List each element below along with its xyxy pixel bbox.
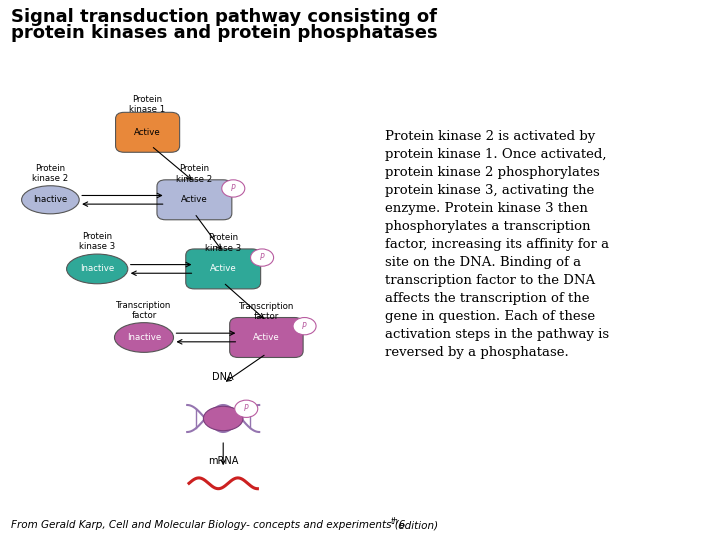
Text: Active: Active — [134, 128, 161, 137]
Text: Transcription
factor: Transcription factor — [239, 302, 294, 321]
Text: Protein kinase 2 is activated by
protein kinase 1. Once activated,
protein kinas: Protein kinase 2 is activated by protein… — [385, 130, 609, 359]
Text: mRNA: mRNA — [208, 456, 238, 466]
Ellipse shape — [203, 406, 243, 431]
FancyBboxPatch shape — [157, 180, 232, 220]
Text: Inactive: Inactive — [80, 265, 114, 273]
Text: P: P — [302, 322, 307, 330]
Text: Inactive: Inactive — [33, 195, 68, 204]
Text: Protein
kinase 3: Protein kinase 3 — [205, 233, 241, 253]
Text: From Gerald Karp, Cell and Molecular Biology- concepts and experiments (6: From Gerald Karp, Cell and Molecular Bio… — [11, 520, 405, 530]
Circle shape — [251, 249, 274, 266]
Text: Protein
kinase 3: Protein kinase 3 — [79, 232, 115, 252]
Text: P: P — [231, 184, 235, 193]
Text: P: P — [260, 253, 264, 262]
Circle shape — [293, 318, 316, 335]
Circle shape — [235, 400, 258, 417]
Text: Protein
kinase 2: Protein kinase 2 — [176, 164, 212, 184]
Text: edition): edition) — [395, 520, 438, 530]
Ellipse shape — [114, 322, 174, 352]
Ellipse shape — [66, 254, 128, 284]
Text: th: th — [390, 517, 398, 526]
Text: Active: Active — [210, 265, 237, 273]
Text: Protein
kinase 1: Protein kinase 1 — [130, 95, 166, 114]
Text: DNA: DNA — [212, 372, 234, 382]
Text: Inactive: Inactive — [127, 333, 161, 342]
Text: Active: Active — [253, 333, 280, 342]
Circle shape — [222, 180, 245, 197]
Text: Transcription
factor: Transcription factor — [117, 301, 171, 320]
Text: Active: Active — [181, 195, 208, 204]
Text: Protein
kinase 2: Protein kinase 2 — [32, 164, 68, 183]
Text: P: P — [244, 404, 248, 413]
FancyBboxPatch shape — [230, 318, 303, 357]
Ellipse shape — [22, 186, 79, 214]
Text: Signal transduction pathway consisting of: Signal transduction pathway consisting o… — [11, 8, 437, 26]
Text: protein kinases and protein phosphatases: protein kinases and protein phosphatases — [11, 24, 438, 42]
FancyBboxPatch shape — [115, 112, 180, 152]
FancyBboxPatch shape — [186, 249, 261, 289]
